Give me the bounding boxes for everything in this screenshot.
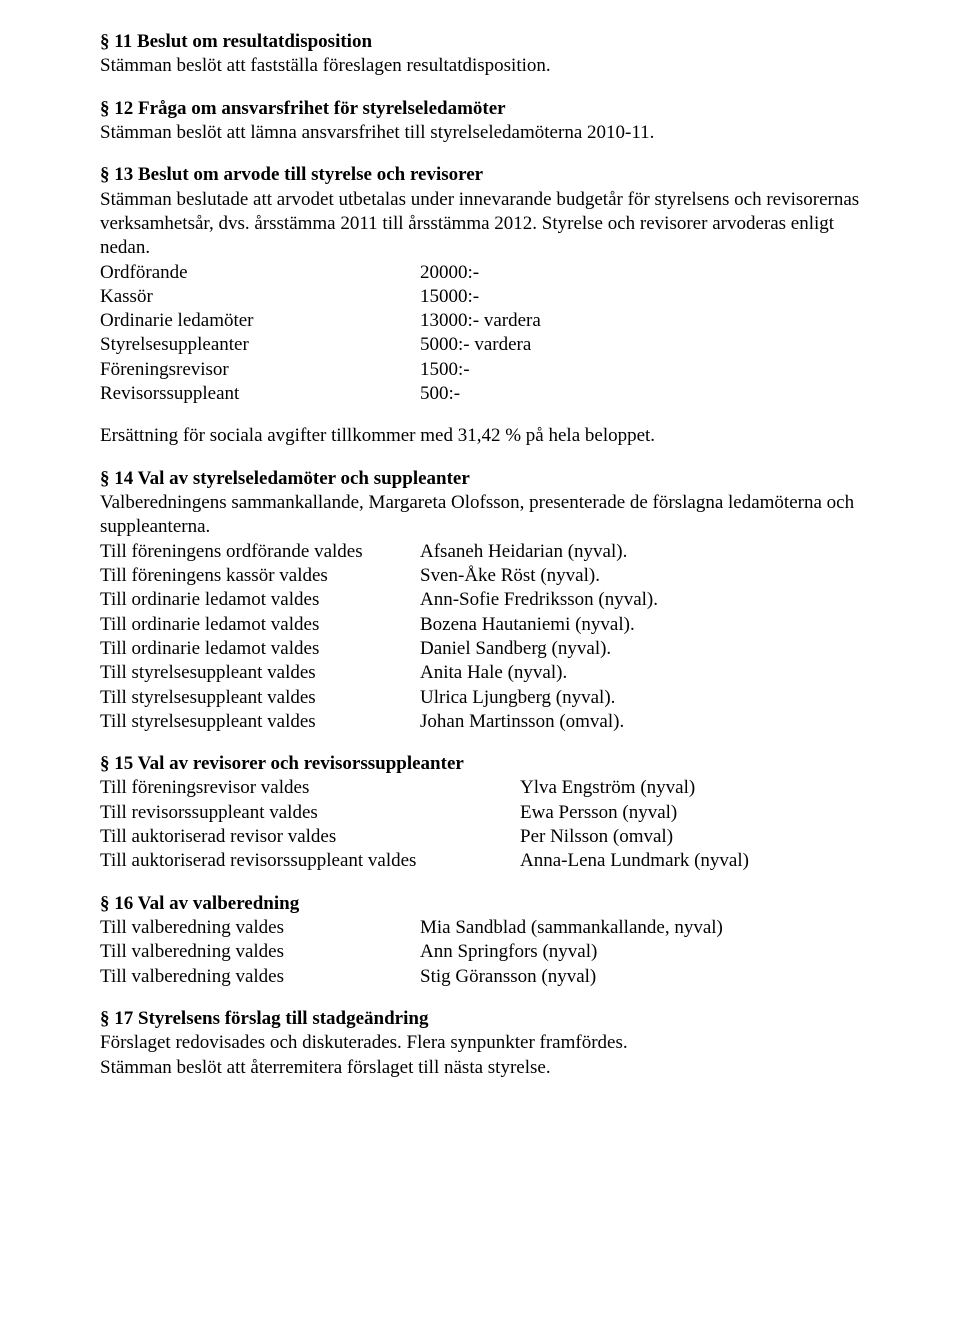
table-row: Till revisorssuppleant valdes Ewa Persso… bbox=[100, 801, 749, 825]
election-value: Ann-Sofie Fredriksson (nyval). bbox=[420, 588, 658, 612]
election-value: Afsaneh Heidarian (nyval). bbox=[420, 540, 658, 564]
election-label: Till styrelsesuppleant valdes bbox=[100, 710, 420, 734]
auditor-value: Ylva Engström (nyval) bbox=[520, 776, 749, 800]
section-13-heading: § 13 Beslut om arvode till styrelse och … bbox=[100, 163, 860, 187]
table-row: Till valberedning valdes Ann Springfors … bbox=[100, 940, 723, 964]
election-value: Bozena Hautaniemi (nyval). bbox=[420, 613, 658, 637]
election-label: Till ordinarie ledamot valdes bbox=[100, 637, 420, 661]
election-label: Till styrelsesuppleant valdes bbox=[100, 661, 420, 685]
nominating-label: Till valberedning valdes bbox=[100, 965, 420, 989]
table-row: Till ordinarie ledamot valdes Ann-Sofie … bbox=[100, 588, 658, 612]
section-16-nominating-table: Till valberedning valdes Mia Sandblad (s… bbox=[100, 916, 723, 989]
compensation-value: 20000:- bbox=[420, 261, 541, 285]
table-row: Ordförande 20000:- bbox=[100, 261, 541, 285]
compensation-value: 13000:- vardera bbox=[420, 309, 541, 333]
compensation-value: 1500:- bbox=[420, 358, 541, 382]
section-13: § 13 Beslut om arvode till styrelse och … bbox=[100, 163, 860, 406]
election-value: Daniel Sandberg (nyval). bbox=[420, 637, 658, 661]
compensation-label: Revisorssuppleant bbox=[100, 382, 420, 406]
table-row: Till valberedning valdes Mia Sandblad (s… bbox=[100, 916, 723, 940]
table-row: Föreningsrevisor 1500:- bbox=[100, 358, 541, 382]
section-13-compensation-table: Ordförande 20000:- Kassör 15000:- Ordina… bbox=[100, 261, 541, 407]
auditor-label: Till auktoriserad revisorssuppleant vald… bbox=[100, 849, 520, 873]
section-14: § 14 Val av styrelseledamöter och supple… bbox=[100, 467, 860, 734]
table-row: Till styrelsesuppleant valdes Ulrica Lju… bbox=[100, 686, 658, 710]
section-11-heading: § 11 Beslut om resultatdisposition bbox=[100, 30, 860, 54]
auditor-label: Till auktoriserad revisor valdes bbox=[100, 825, 520, 849]
section-13-footer: Ersättning för sociala avgifter tillkomm… bbox=[100, 424, 860, 448]
table-row: Till föreningens ordförande valdes Afsan… bbox=[100, 540, 658, 564]
document-page: § 11 Beslut om resultatdisposition Stämm… bbox=[0, 0, 960, 1138]
table-row: Till föreningens kassör valdes Sven-Åke … bbox=[100, 564, 658, 588]
auditor-value: Per Nilsson (omval) bbox=[520, 825, 749, 849]
election-label: Till föreningens ordförande valdes bbox=[100, 540, 420, 564]
table-row: Till auktoriserad revisorssuppleant vald… bbox=[100, 849, 749, 873]
section-17: § 17 Styrelsens förslag till stadgeändri… bbox=[100, 1007, 860, 1080]
section-17-line2: Stämman beslöt att återremitera förslage… bbox=[100, 1056, 860, 1080]
election-label: Till ordinarie ledamot valdes bbox=[100, 588, 420, 612]
compensation-value: 15000:- bbox=[420, 285, 541, 309]
election-value: Johan Martinsson (omval). bbox=[420, 710, 658, 734]
compensation-value: 5000:- vardera bbox=[420, 333, 541, 357]
section-14-intro: Valberedningens sammankallande, Margaret… bbox=[100, 491, 860, 540]
nominating-value: Ann Springfors (nyval) bbox=[420, 940, 723, 964]
election-value: Ulrica Ljungberg (nyval). bbox=[420, 686, 658, 710]
section-11: § 11 Beslut om resultatdisposition Stämm… bbox=[100, 30, 860, 79]
election-label: Till ordinarie ledamot valdes bbox=[100, 613, 420, 637]
table-row: Till styrelsesuppleant valdes Anita Hale… bbox=[100, 661, 658, 685]
nominating-value: Stig Göransson (nyval) bbox=[420, 965, 723, 989]
election-label: Till föreningens kassör valdes bbox=[100, 564, 420, 588]
table-row: Ordinarie ledamöter 13000:- vardera bbox=[100, 309, 541, 333]
table-row: Till ordinarie ledamot valdes Daniel San… bbox=[100, 637, 658, 661]
table-row: Till valberedning valdes Stig Göransson … bbox=[100, 965, 723, 989]
compensation-label: Styrelsesuppleanter bbox=[100, 333, 420, 357]
table-row: Till ordinarie ledamot valdes Bozena Hau… bbox=[100, 613, 658, 637]
compensation-label: Ordinarie ledamöter bbox=[100, 309, 420, 333]
compensation-label: Kassör bbox=[100, 285, 420, 309]
section-15-heading: § 15 Val av revisorer och revisorssupple… bbox=[100, 752, 860, 776]
table-row: Till auktoriserad revisor valdes Per Nil… bbox=[100, 825, 749, 849]
auditor-label: Till revisorssuppleant valdes bbox=[100, 801, 520, 825]
section-13-body: Stämman beslutade att arvodet utbetalas … bbox=[100, 188, 860, 261]
section-15-auditor-table: Till föreningsrevisor valdes Ylva Engstr… bbox=[100, 776, 749, 873]
section-16-heading: § 16 Val av valberedning bbox=[100, 892, 860, 916]
section-12-heading: § 12 Fråga om ansvarsfrihet för styrelse… bbox=[100, 97, 860, 121]
table-row: Till föreningsrevisor valdes Ylva Engstr… bbox=[100, 776, 749, 800]
nominating-value: Mia Sandblad (sammankallande, nyval) bbox=[420, 916, 723, 940]
auditor-value: Anna-Lena Lundmark (nyval) bbox=[520, 849, 749, 873]
section-17-line1: Förslaget redovisades och diskuterades. … bbox=[100, 1031, 860, 1055]
section-15: § 15 Val av revisorer och revisorssupple… bbox=[100, 752, 860, 874]
table-row: Revisorssuppleant 500:- bbox=[100, 382, 541, 406]
section-12-body: Stämman beslöt att lämna ansvarsfrihet t… bbox=[100, 121, 860, 145]
table-row: Kassör 15000:- bbox=[100, 285, 541, 309]
election-value: Sven-Åke Röst (nyval). bbox=[420, 564, 658, 588]
nominating-label: Till valberedning valdes bbox=[100, 940, 420, 964]
compensation-label: Föreningsrevisor bbox=[100, 358, 420, 382]
section-16: § 16 Val av valberedning Till valberedni… bbox=[100, 892, 860, 989]
table-row: Styrelsesuppleanter 5000:- vardera bbox=[100, 333, 541, 357]
compensation-value: 500:- bbox=[420, 382, 541, 406]
section-11-body: Stämman beslöt att fastställa föreslagen… bbox=[100, 54, 860, 78]
election-value: Anita Hale (nyval). bbox=[420, 661, 658, 685]
table-row: Till styrelsesuppleant valdes Johan Mart… bbox=[100, 710, 658, 734]
auditor-label: Till föreningsrevisor valdes bbox=[100, 776, 520, 800]
section-14-election-table: Till föreningens ordförande valdes Afsan… bbox=[100, 540, 658, 735]
section-12: § 12 Fråga om ansvarsfrihet för styrelse… bbox=[100, 97, 860, 146]
nominating-label: Till valberedning valdes bbox=[100, 916, 420, 940]
section-17-heading: § 17 Styrelsens förslag till stadgeändri… bbox=[100, 1007, 860, 1031]
section-14-heading: § 14 Val av styrelseledamöter och supple… bbox=[100, 467, 860, 491]
auditor-value: Ewa Persson (nyval) bbox=[520, 801, 749, 825]
election-label: Till styrelsesuppleant valdes bbox=[100, 686, 420, 710]
compensation-label: Ordförande bbox=[100, 261, 420, 285]
